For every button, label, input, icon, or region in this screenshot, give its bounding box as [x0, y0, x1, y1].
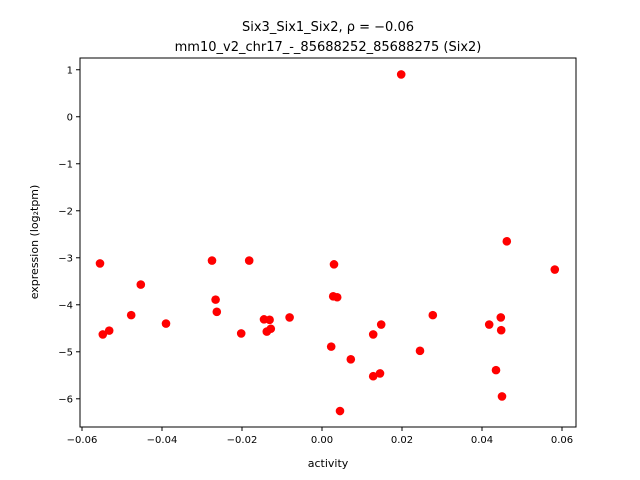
data-point — [329, 260, 339, 269]
data-point — [236, 329, 246, 338]
x-tick-label: −0.06 — [67, 435, 98, 446]
x-axis-ticks: −0.06 −0.04 −0.02 0.00 0.02 0.04 0.06 — [67, 427, 573, 446]
y-tick-label: −6 — [58, 394, 73, 405]
x-axis-label: activity — [308, 457, 349, 470]
data-point — [136, 280, 146, 289]
data-point — [244, 256, 254, 265]
chart-title-line2: mm10_v2_chr17_-_85688252_85688275 (Six2) — [175, 40, 482, 55]
chart-title-line1: Six3_Six1_Six2, ρ = −0.06 — [242, 20, 414, 35]
data-point — [212, 307, 222, 317]
x-tick-label: 0.02 — [391, 435, 413, 446]
data-point — [95, 259, 105, 268]
x-tick-label: −0.02 — [227, 435, 258, 446]
data-point — [502, 237, 512, 246]
data-point — [332, 292, 342, 302]
data-point — [496, 325, 506, 335]
data-point — [346, 355, 356, 364]
y-tick-label: −4 — [58, 300, 73, 311]
data-point — [428, 310, 438, 320]
data-point — [484, 320, 494, 329]
data-point — [335, 406, 345, 416]
data-point — [266, 324, 276, 334]
y-tick-label: −2 — [58, 206, 73, 217]
y-tick-label: −5 — [58, 347, 73, 358]
y-tick-label: −1 — [58, 159, 73, 170]
data-point — [211, 295, 220, 304]
plot-area — [79, 57, 577, 428]
data-point — [326, 342, 336, 351]
data-point — [376, 320, 386, 329]
data-point — [396, 70, 406, 79]
y-axis-label: expression (log₂tpm) — [28, 185, 41, 300]
y-tick-label: 1 — [67, 65, 73, 76]
data-point — [368, 371, 378, 381]
y-axis-ticks: 1 0 −1 −2 −3 −4 −5 −6 — [58, 65, 80, 405]
data-point — [207, 256, 217, 265]
data-point — [368, 330, 378, 339]
y-tick-label: −3 — [58, 253, 73, 264]
y-tick-label: 0 — [67, 112, 73, 123]
data-point — [491, 365, 501, 375]
data-point — [98, 330, 108, 339]
data-point — [104, 326, 114, 335]
data-point — [496, 313, 506, 322]
data-point — [415, 346, 425, 356]
data-point — [285, 313, 294, 322]
data-points — [95, 70, 560, 416]
x-tick-label: 0.06 — [551, 435, 573, 446]
x-tick-label: −0.04 — [147, 435, 178, 446]
data-point — [161, 319, 171, 328]
data-point — [550, 265, 560, 274]
data-point — [497, 392, 507, 401]
data-point — [126, 310, 136, 320]
x-tick-label: 0.00 — [311, 435, 333, 446]
data-point — [265, 315, 274, 325]
data-point — [375, 369, 385, 378]
x-tick-label: 0.04 — [471, 435, 493, 446]
